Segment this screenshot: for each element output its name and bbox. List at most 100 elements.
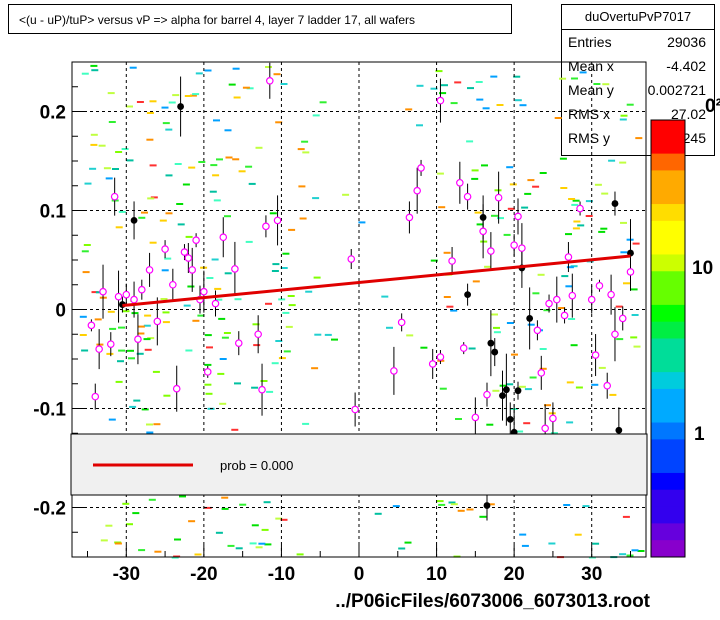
color-palette: 1 10 0² — [650, 96, 720, 558]
heat-cell — [122, 310, 130, 313]
profile-point-magenta — [595, 281, 604, 290]
heat-cell — [278, 357, 286, 360]
heat-cell — [386, 326, 393, 329]
heat-cell — [114, 542, 122, 545]
heat-cell — [204, 383, 212, 386]
heat-cell — [582, 505, 590, 508]
profile-point-black — [483, 502, 491, 509]
heat-cell — [299, 217, 307, 220]
heat-cell — [491, 214, 498, 217]
heat-cell — [537, 273, 545, 276]
heat-cell — [251, 386, 259, 389]
heat-cell — [233, 96, 241, 99]
profile-point-magenta — [397, 318, 406, 327]
heat-cell — [210, 164, 218, 167]
heat-cell — [296, 553, 304, 556]
heat-cell — [280, 518, 288, 521]
heat-cell — [269, 212, 277, 215]
heat-cell — [122, 502, 130, 505]
palette-cell — [651, 405, 685, 424]
profile-point-magenta — [106, 340, 115, 348]
heat-cell — [90, 64, 98, 67]
heat-cell — [213, 119, 220, 122]
heat-cell — [234, 382, 241, 385]
heat-cell — [232, 67, 240, 70]
heat-cell — [273, 73, 281, 76]
profile-point-magenta — [114, 292, 123, 301]
x-axis-title: ../P06icFiles/6073006_6073013.root — [335, 591, 650, 612]
heat-cell — [160, 298, 168, 300]
heat-cell — [623, 282, 630, 285]
x-tick-label: 30 — [581, 564, 602, 585]
stats-label: RMS y — [568, 130, 610, 146]
heat-cell — [559, 77, 567, 80]
heat-cell — [484, 265, 492, 268]
heat-cell — [381, 295, 389, 298]
heat-cell — [163, 394, 171, 397]
profile-point-magenta — [537, 369, 546, 377]
heat-cell — [204, 69, 212, 72]
heat-cell — [118, 349, 126, 352]
x-tick-label: 0 — [354, 564, 365, 585]
palette-cell — [651, 170, 685, 188]
heat-cell — [416, 124, 423, 127]
heat-cell — [108, 418, 116, 421]
profile-point-magenta — [417, 164, 425, 172]
profile-point-black — [514, 387, 522, 395]
palette-cell — [651, 456, 685, 474]
heat-cell — [146, 431, 154, 434]
heat-cell — [619, 161, 627, 164]
heat-cell — [165, 212, 173, 215]
heat-cell — [527, 179, 535, 182]
heat-cell — [637, 550, 645, 552]
heat-cell — [466, 508, 474, 511]
heat-cell — [392, 505, 400, 508]
heat-cell — [577, 224, 585, 227]
profile-point-magenta — [95, 345, 103, 353]
heat-cell — [630, 288, 638, 291]
stats-value: 27.02 — [670, 106, 706, 122]
y-tick-label: 0.1 — [40, 202, 67, 223]
heat-cell — [235, 547, 243, 550]
heat-cell — [438, 503, 446, 506]
profile-point-magenta — [541, 424, 549, 433]
heat-cell — [165, 128, 173, 131]
palette-cell — [651, 422, 685, 440]
heat-cell — [620, 221, 627, 224]
profile-point-magenta — [110, 192, 119, 201]
heat-cell — [79, 315, 87, 318]
heat-cell — [608, 159, 616, 162]
heat-cell — [146, 112, 154, 114]
heat-cell — [491, 313, 498, 316]
heat-cell — [539, 348, 547, 350]
heat-cell — [466, 140, 474, 143]
heat-cell — [245, 165, 253, 168]
heat-cell — [81, 72, 89, 75]
heat-cell — [251, 524, 259, 527]
heat-cell — [479, 515, 487, 518]
heat-cell — [224, 215, 231, 218]
heat-cell — [454, 81, 462, 84]
heat-cell — [159, 219, 167, 222]
palette-cell — [651, 288, 685, 306]
profile-point-magenta — [134, 335, 142, 344]
heat-cell — [630, 336, 638, 339]
heat-cell — [115, 226, 123, 229]
tick-labels: -30 -20 -10 0 10 20 30 -0.2 -0.1 0 0.1 0.2 — [33, 103, 602, 586]
heat-cell — [298, 185, 306, 188]
heat-cell — [620, 114, 628, 117]
heat-cell — [313, 276, 321, 279]
heat-cell — [234, 298, 242, 301]
heat-cell — [302, 422, 310, 425]
heat-cell — [565, 233, 572, 236]
fit-line — [122, 254, 631, 308]
heat-cell — [430, 87, 438, 90]
heat-cell — [264, 543, 272, 546]
heat-cell — [503, 233, 511, 236]
profile-point-magenta — [99, 287, 107, 296]
legend-box — [70, 433, 648, 496]
heat-cell — [558, 307, 566, 309]
heat-cell — [524, 192, 532, 195]
heat-cell — [305, 290, 313, 293]
heat-cell — [128, 357, 135, 360]
